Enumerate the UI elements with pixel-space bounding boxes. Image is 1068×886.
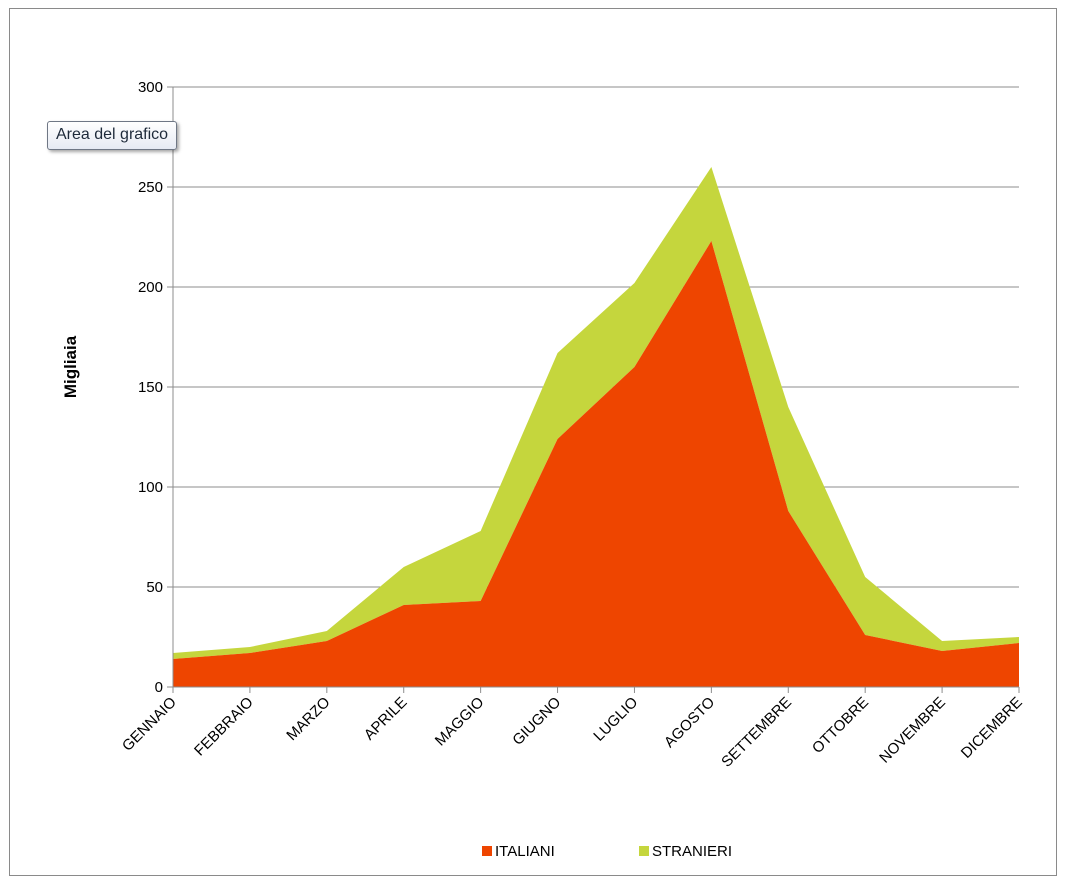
stacked-area-chart: 0 50 100 150 200 250 300 GENNAIO FEBBRAIO MARZO A…: [61, 79, 1026, 860]
y-tick-label: 250: [138, 179, 163, 196]
x-tick-label: GIUGNO: [509, 694, 564, 749]
y-tick-label: 150: [138, 379, 163, 396]
x-tick-label: LUGLIO: [590, 694, 641, 745]
x-tick-label: MARZO: [283, 694, 333, 744]
axes: [167, 86, 1020, 693]
legend-swatch-italiani: [482, 846, 492, 856]
x-tick-label: MAGGIO: [432, 694, 488, 750]
area-italiani: [173, 241, 1019, 687]
y-tick-labels: 0 50 100 150 200 250 300: [138, 79, 163, 696]
x-tick-label: OTTOBRE: [809, 694, 872, 757]
x-tick-label: AGOSTO: [661, 694, 718, 751]
chart-tooltip: Area del grafico: [47, 121, 178, 150]
legend: ITALIANI STRANIERI: [482, 843, 732, 860]
x-tick-label: GENNAIO: [119, 694, 180, 755]
y-tick-label: 200: [138, 279, 163, 296]
x-tick-labels: GENNAIO FEBBRAIO MARZO APRILE MAGGIO GIUGNO LU…: [119, 694, 1026, 771]
y-tick-label: 300: [138, 79, 163, 96]
legend-swatch-stranieri: [639, 846, 649, 856]
x-tick-label: DICEMBRE: [958, 694, 1026, 762]
x-tick-label: APRILE: [361, 694, 411, 744]
series-areas: [173, 167, 1019, 687]
y-axis-label: Migliaia: [61, 335, 80, 398]
x-tick-label: NOVEMBRE: [876, 694, 949, 767]
y-tick-label: 0: [155, 679, 163, 696]
chart-area[interactable]: 0 50 100 150 200 250 300 GENNAIO FEBBRAIO MARZO A…: [9, 8, 1057, 876]
legend-label-italiani: ITALIANI: [495, 843, 555, 860]
x-tick-label: SETTEMBRE: [718, 694, 795, 771]
area-stranieri: [173, 167, 1019, 659]
y-tick-label: 50: [146, 579, 163, 596]
y-tick-label: 100: [138, 479, 163, 496]
legend-label-stranieri: STRANIERI: [652, 843, 732, 860]
x-tick-label: FEBBRAIO: [191, 694, 257, 760]
